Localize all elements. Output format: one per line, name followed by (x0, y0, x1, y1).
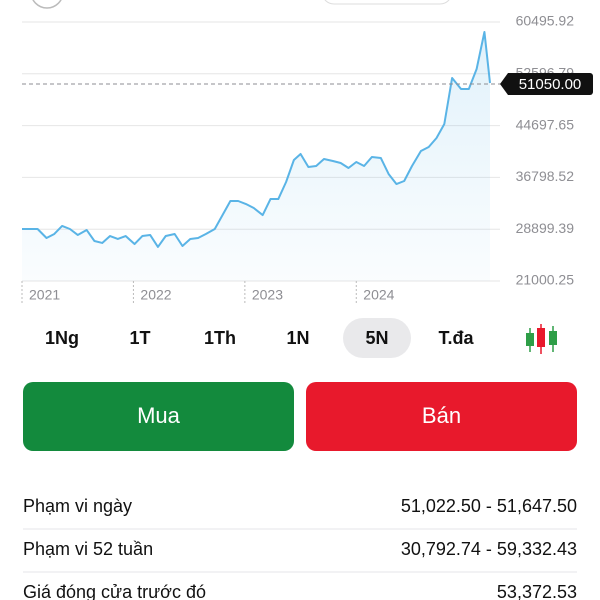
y-tick-label: 21000.25 (516, 272, 575, 288)
range-button[interactable]: 1T (129, 328, 150, 348)
stat-label: Phạm vi 52 tuần (23, 539, 153, 559)
top-pill[interactable] (322, 0, 452, 5)
range-selector: 1Ng 1T 1Th 1N 5N T.đa (45, 318, 474, 358)
x-tick-label: 2022 (140, 287, 171, 303)
y-tick-label: 28899.39 (516, 220, 575, 236)
sell-label: Bán (422, 403, 461, 428)
range-button[interactable]: 5N (365, 328, 388, 348)
y-tick-label: 36798.52 (516, 168, 575, 184)
x-tick-label: 2023 (252, 287, 283, 303)
range-button[interactable]: 1Th (204, 328, 236, 348)
stat-value: 30,792.74 - 59,332.43 (401, 539, 577, 559)
stat-label: Phạm vi ngày (23, 496, 132, 516)
range-button[interactable]: 1N (286, 328, 309, 348)
price-line (22, 31, 491, 248)
stat-label: Giá đóng cửa trước đó (23, 582, 206, 600)
y-tick-label: 60495.92 (516, 13, 575, 29)
stat-value: 51,022.50 - 51,647.50 (401, 496, 577, 516)
x-tick-label: 2021 (29, 287, 60, 303)
stats: Phạm vi ngày 51,022.50 - 51,647.50 Phạm vi… (23, 496, 577, 600)
sell-button[interactable] (306, 382, 577, 451)
price-badge (500, 72, 593, 95)
y-tick-label: 44697.65 (516, 116, 575, 132)
candle-icon[interactable] (526, 324, 557, 354)
selected-range-bg (343, 318, 411, 358)
top-icon[interactable] (31, 0, 63, 9)
price-badge-label: 51050.00 (519, 76, 582, 93)
range-button[interactable]: 1Ng (45, 328, 79, 348)
chart: 21000.2528899.3936798.5244697.6552596.79… (21, 13, 593, 305)
buy-label: Mua (137, 403, 181, 428)
stat-value: 53,372.53 (497, 582, 577, 600)
buy-button[interactable] (23, 382, 294, 451)
area (22, 32, 490, 281)
range-button[interactable]: T.đa (438, 328, 474, 348)
x-tick-label: 2024 (363, 287, 394, 303)
